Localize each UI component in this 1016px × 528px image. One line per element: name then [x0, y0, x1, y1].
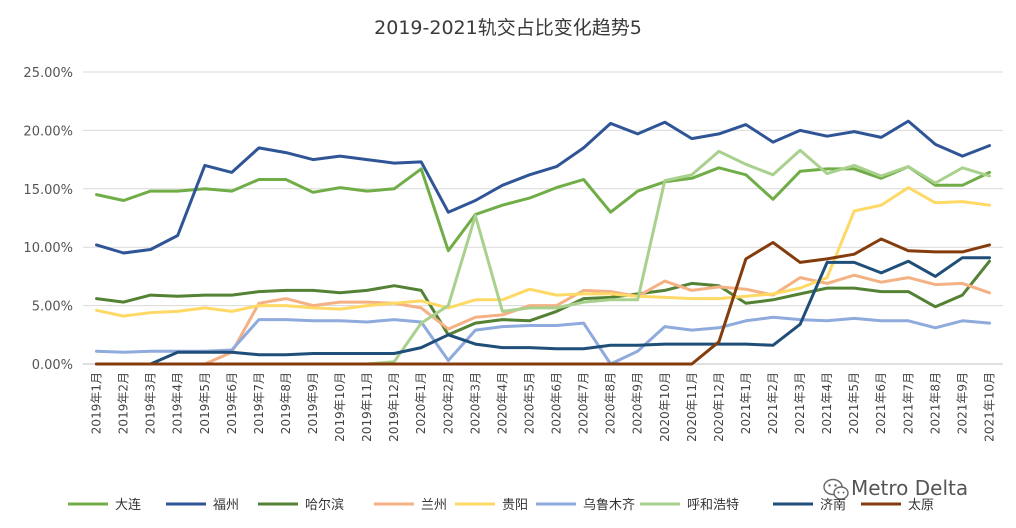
watermark: Metro Delta: [823, 476, 968, 500]
x-tick-label: 2019年3月: [144, 372, 158, 434]
y-tick-label: 0.00%: [32, 358, 73, 373]
series-line-8: [95, 237, 991, 366]
x-tick-label: 2021年2月: [766, 372, 780, 434]
x-tick-label: 2020年9月: [631, 372, 645, 434]
legend-label: 贵阳: [502, 498, 528, 513]
y-tick-label: 10.00%: [23, 241, 73, 256]
legend-label: 福州: [213, 498, 239, 513]
x-tick-label: 2020年2月: [441, 372, 455, 434]
x-tick-label: 2019年9月: [306, 372, 320, 434]
x-tick-label: 2019年1月: [90, 372, 104, 434]
x-tick-label: 2020年6月: [550, 372, 564, 434]
series-line-0: [95, 165, 991, 253]
series-line-6: [95, 148, 991, 366]
x-tick-label: 2020年1月: [414, 372, 428, 434]
x-tick-label: 2019年10月: [333, 372, 347, 442]
legend-label: 乌鲁木齐: [583, 497, 635, 513]
watermark-text: Metro Delta: [851, 476, 968, 500]
y-tick-label: 15.00%: [23, 183, 73, 198]
x-tick-label: 2021年5月: [847, 372, 861, 434]
series-line-1: [95, 119, 991, 255]
x-tick-label: 2021年4月: [820, 372, 834, 434]
y-tick-label: 20.00%: [23, 124, 73, 139]
legend-label: 大连: [115, 497, 141, 513]
x-tick-label: 2020年7月: [577, 372, 591, 434]
legend-label: 呼和浩特: [687, 498, 739, 513]
x-tick-label: 2020年8月: [604, 372, 618, 434]
x-tick-label: 2019年6月: [225, 372, 239, 434]
chart-title: 2019-2021轨交占比变化趋势5: [374, 17, 642, 39]
x-tick-label: 2020年4月: [495, 372, 509, 434]
x-axis-tick-labels: 2019年1月 2019年2月 2019年3月 2019年4月 2019年5月 2019年…: [90, 372, 997, 442]
x-tick-label: 2021年10月: [982, 372, 996, 442]
x-tick-label: 2019年7月: [252, 372, 266, 434]
x-tick-label: 2019年12月: [387, 372, 401, 442]
y-tick-label: 25.00%: [23, 66, 73, 81]
x-tick-label: 2021年8月: [928, 372, 942, 434]
series-lines: [95, 119, 991, 366]
x-tick-label: 2021年6月: [874, 372, 888, 434]
x-tick-label: 2021年9月: [955, 372, 969, 434]
x-tick-label: 2020年11月: [685, 372, 699, 442]
x-tick-label: 2020年5月: [522, 372, 536, 434]
x-tick-label: 2020年10月: [658, 372, 672, 442]
series-line-4: [95, 186, 991, 318]
series-line-3: [95, 273, 991, 366]
x-tick-label: 2021年1月: [739, 372, 753, 434]
wechat-icon: [823, 478, 849, 500]
series-line-2: [95, 259, 991, 337]
x-tick-label: 2019年4月: [171, 372, 185, 434]
legend-label: 济南: [820, 497, 846, 513]
series-line-5: [95, 315, 991, 366]
legend: 大连 福州 哈尔滨 兰州 贵阳 乌鲁木齐 呼和浩特 济南 太原: [68, 497, 934, 513]
x-tick-label: 2019年2月: [117, 372, 131, 434]
y-axis-tick-labels: 0.00% 5.00% 10.00% 15.00% 20.00% 25.00%: [23, 66, 73, 373]
legend-label: 兰州: [421, 498, 447, 513]
series-line-7: [95, 256, 991, 366]
x-tick-label: 2019年8月: [279, 372, 293, 434]
y-tick-label: 5.00%: [32, 300, 73, 315]
x-tick-label: 2019年5月: [198, 372, 212, 434]
x-tick-label: 2020年3月: [468, 372, 482, 434]
x-tick-label: 2020年12月: [712, 372, 726, 442]
x-tick-label: 2021年7月: [901, 372, 915, 434]
x-tick-label: 2021年3月: [793, 372, 807, 434]
legend-label: 哈尔滨: [305, 497, 344, 513]
x-tick-label: 2019年11月: [360, 372, 374, 442]
legend-label: 太原: [908, 498, 934, 513]
